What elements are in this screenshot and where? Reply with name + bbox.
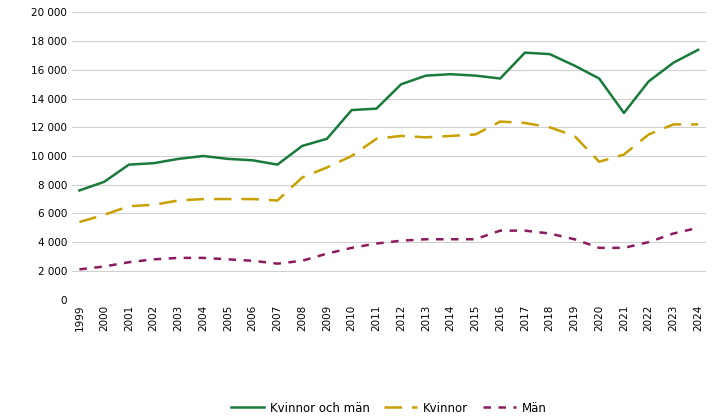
Kvinnor och män xyxy=(174,156,183,161)
Kvinnor xyxy=(248,196,257,201)
Kvinnor xyxy=(620,152,629,157)
Män xyxy=(422,237,431,242)
Män xyxy=(471,237,480,242)
Kvinnor xyxy=(496,119,505,124)
Kvinnor xyxy=(570,134,579,139)
Kvinnor och män xyxy=(422,73,431,78)
Kvinnor xyxy=(397,134,405,139)
Män xyxy=(620,245,629,250)
Kvinnor och män xyxy=(521,50,529,55)
Män xyxy=(669,231,678,236)
Kvinnor och män xyxy=(446,72,455,77)
Kvinnor och män xyxy=(323,136,331,141)
Män xyxy=(372,241,381,246)
Kvinnor xyxy=(595,159,603,164)
Män xyxy=(521,228,529,233)
Män xyxy=(446,237,455,242)
Kvinnor xyxy=(446,134,455,139)
Kvinnor xyxy=(273,198,282,203)
Kvinnor xyxy=(694,122,703,127)
Kvinnor xyxy=(422,135,431,140)
Män xyxy=(199,255,207,260)
Kvinnor och män xyxy=(149,161,158,166)
Män xyxy=(298,258,307,263)
Kvinnor och män xyxy=(125,162,133,167)
Män xyxy=(397,238,405,243)
Kvinnor och män xyxy=(694,47,703,52)
Kvinnor xyxy=(224,196,233,201)
Kvinnor och män xyxy=(224,156,233,161)
Kvinnor och män xyxy=(620,110,629,115)
Män xyxy=(323,251,331,256)
Kvinnor xyxy=(199,196,207,201)
Män xyxy=(75,267,84,272)
Män xyxy=(347,245,356,250)
Kvinnor xyxy=(471,132,480,137)
Kvinnor och män xyxy=(372,106,381,111)
Män xyxy=(496,228,505,233)
Kvinnor xyxy=(149,202,158,207)
Män xyxy=(248,258,257,263)
Kvinnor xyxy=(174,198,183,203)
Män xyxy=(174,255,183,260)
Kvinnor xyxy=(521,121,529,126)
Kvinnor xyxy=(669,122,678,127)
Kvinnor xyxy=(545,125,554,130)
Line: Kvinnor: Kvinnor xyxy=(79,121,698,222)
Kvinnor och män xyxy=(397,82,405,87)
Line: Kvinnor och män: Kvinnor och män xyxy=(79,50,698,191)
Kvinnor xyxy=(75,220,84,225)
Kvinnor och män xyxy=(545,52,554,57)
Kvinnor och män xyxy=(75,188,84,193)
Män xyxy=(273,261,282,266)
Kvinnor xyxy=(372,136,381,141)
Män xyxy=(149,257,158,262)
Legend: Kvinnor och män, Kvinnor, Män: Kvinnor och män, Kvinnor, Män xyxy=(227,397,551,416)
Kvinnor xyxy=(323,165,331,170)
Kvinnor och män xyxy=(595,76,603,81)
Män xyxy=(595,245,603,250)
Kvinnor och män xyxy=(496,76,505,81)
Kvinnor och män xyxy=(471,73,480,78)
Kvinnor och män xyxy=(298,144,307,149)
Kvinnor och män xyxy=(199,154,207,158)
Kvinnor xyxy=(347,154,356,158)
Män xyxy=(224,257,233,262)
Män xyxy=(100,264,109,269)
Kvinnor och män xyxy=(100,179,109,184)
Kvinnor xyxy=(298,175,307,180)
Män xyxy=(694,225,703,230)
Kvinnor och män xyxy=(669,60,678,65)
Kvinnor xyxy=(644,132,653,137)
Män xyxy=(570,237,579,242)
Män xyxy=(545,231,554,236)
Kvinnor och män xyxy=(570,63,579,68)
Kvinnor xyxy=(100,212,109,217)
Kvinnor och män xyxy=(273,162,282,167)
Kvinnor och män xyxy=(347,108,356,113)
Line: Män: Män xyxy=(79,228,698,270)
Kvinnor xyxy=(125,204,133,209)
Kvinnor och män xyxy=(644,79,653,84)
Män xyxy=(125,260,133,265)
Kvinnor och män xyxy=(248,158,257,163)
Män xyxy=(644,240,653,245)
